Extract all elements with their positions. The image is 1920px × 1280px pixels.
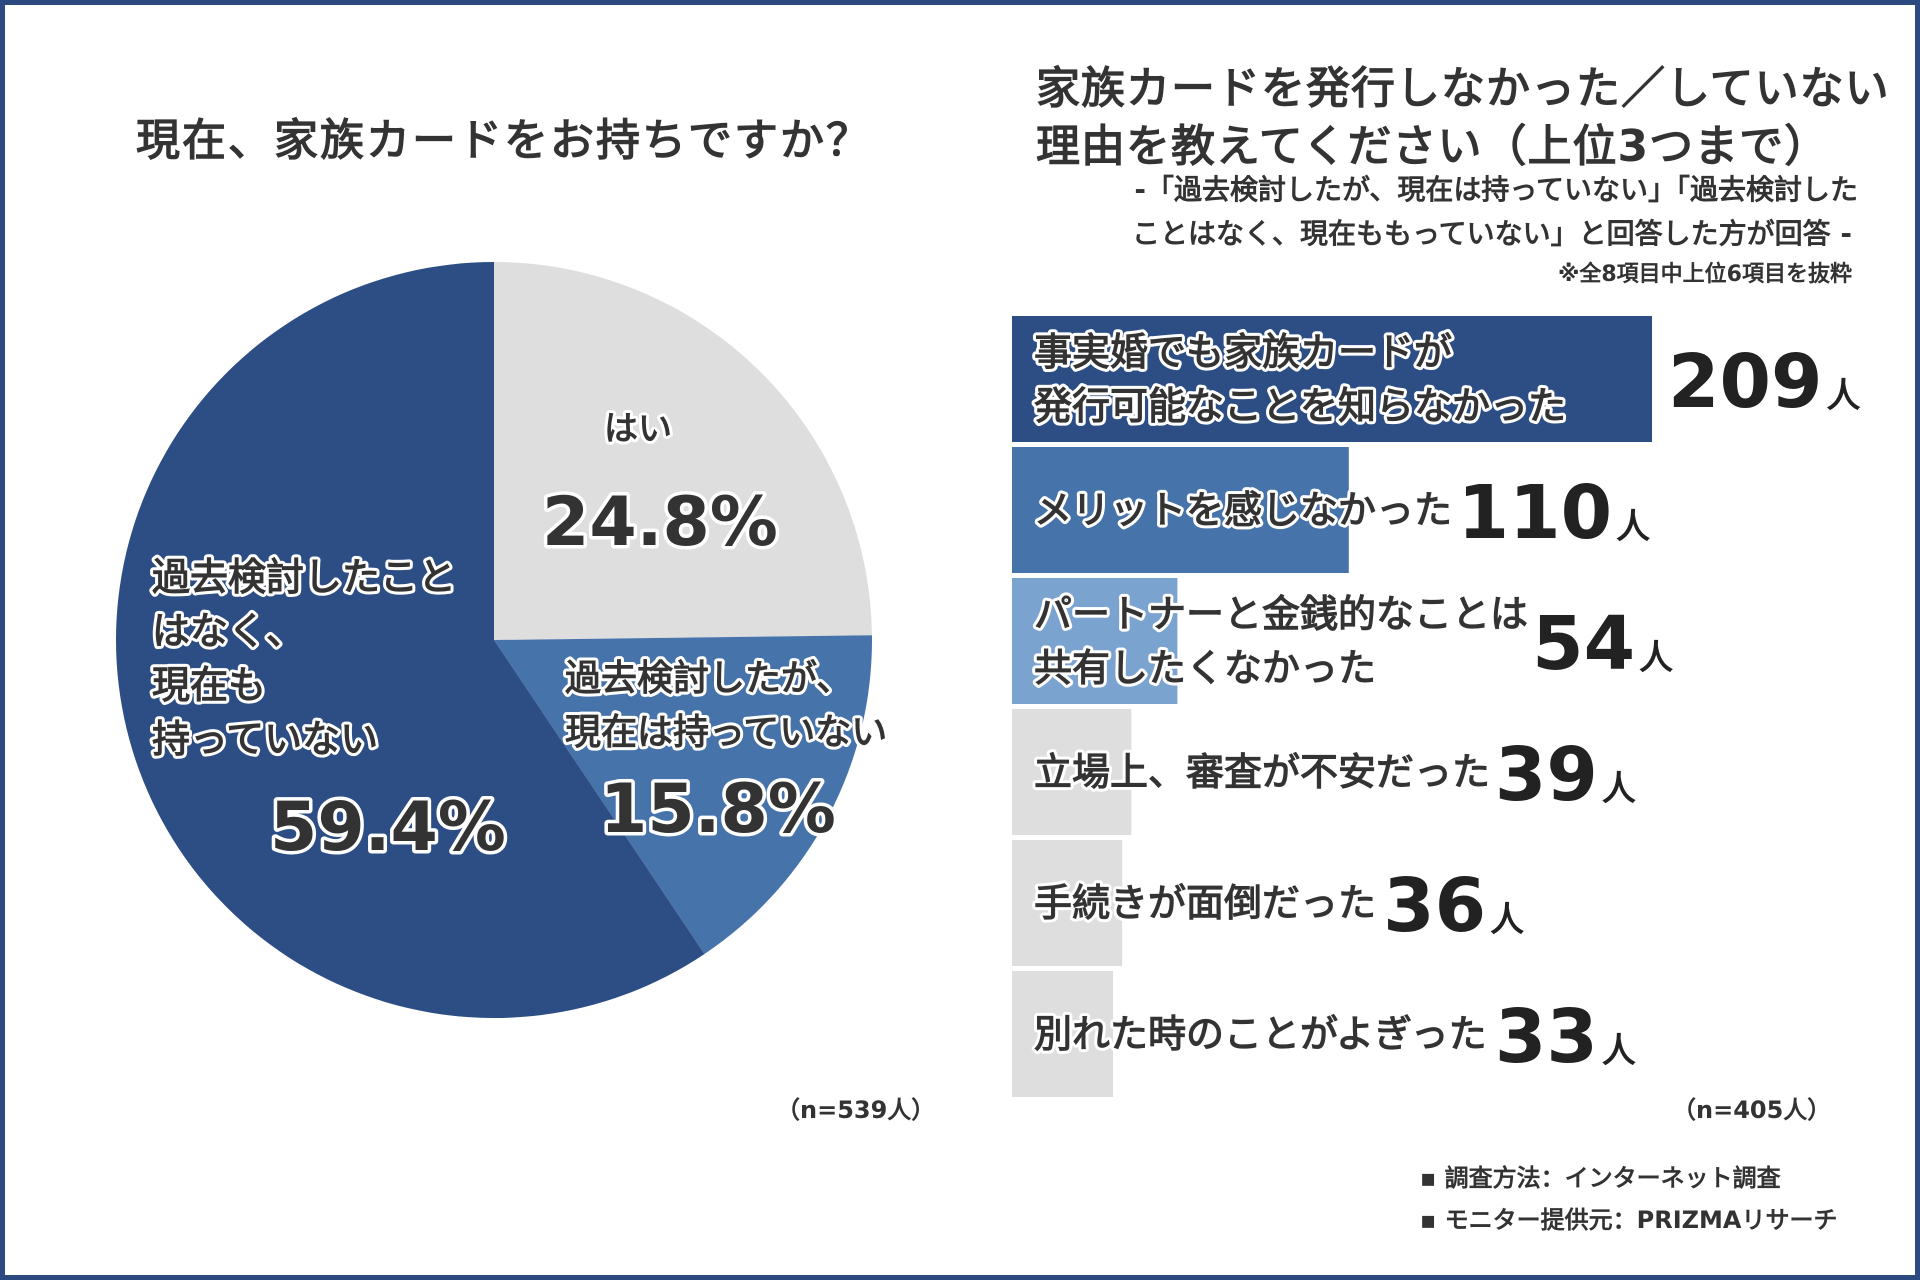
bar-value-label: 36 人 — [1383, 863, 1524, 949]
pie-sample-size: （n=539人） — [776, 1096, 936, 1124]
bar-chart-subtitle-line2: ことはなく、現在ももっていない」と回答した方が回答 - — [1132, 217, 1852, 250]
bar-value-label: 110 人 — [1458, 470, 1650, 556]
bar-category-label: 別れた時のことがよぎった — [1034, 1012, 1487, 1056]
bar-category-label: 立場上、審査が不安だった — [1034, 750, 1490, 794]
pie-slice — [494, 635, 872, 954]
bar — [1012, 840, 1123, 966]
pie-slice-label: 現在も — [152, 663, 266, 707]
pie-value-label: 15.8% — [600, 770, 836, 849]
bar-category-label: パートナーと金銭的なことは — [1034, 592, 1528, 636]
pie-slice-label: 持っていない — [152, 717, 378, 761]
pie-value-label: 59.4% — [270, 788, 506, 867]
pie-slice-label: 現在は持っていない — [565, 712, 887, 753]
bar — [1012, 971, 1114, 1097]
pie-chart-title: 現在、家族カードをお持ちですか？ — [136, 115, 872, 166]
pie-slice — [116, 262, 705, 1018]
bar-category-label: 事実婚でも家族カードが — [1034, 330, 1452, 374]
bar-category-label: 発行可能なことを知らなかった — [1034, 384, 1566, 428]
pie-chart: はい 24.8% 過去検討したが、現在は持っていない 15.8% 過去検討したことはなく… — [116, 262, 890, 1018]
bar — [1012, 578, 1178, 704]
bar-chart-title-line2: 理由を教えてください（上位3つまで） — [1036, 121, 1830, 172]
bar — [1012, 709, 1132, 835]
pie-slice-label: 過去検討したこと — [152, 555, 456, 599]
bar — [1012, 316, 1652, 442]
bar-category-label: メリットを感じなかった — [1034, 488, 1452, 532]
bar-category-label: 手続きが面倒だった — [1034, 881, 1376, 925]
bar-value-label: 209 人 — [1668, 339, 1860, 425]
bar-value-label: 54 人 — [1532, 601, 1673, 687]
bar-sample-size: （n=405人） — [1672, 1096, 1832, 1124]
monitor-source-note: ▪ モニター提供元：PRIZMAリサーチ — [1420, 1206, 1838, 1234]
bar-chart-note: ※全8項目中上位6項目を抜粋 — [1557, 262, 1852, 287]
bar-value-label: 33 人 — [1495, 994, 1636, 1080]
pie-slice-label: はい — [604, 409, 672, 449]
bar-category-label: 共有したくなかった — [1034, 646, 1376, 690]
bar — [1012, 447, 1349, 573]
pie-slice — [494, 262, 872, 640]
bar-value-label: 39 人 — [1495, 732, 1636, 818]
bar-chart-subtitle-line1: -「過去検討したが、現在は持っていない」「過去検討した — [1134, 173, 1858, 206]
pie-slice-label: 過去検討したが、 — [565, 658, 852, 699]
bar-chart-title-line1: 家族カードを発行しなかった／していない — [1036, 63, 1890, 114]
survey-method-note: ▪ 調査方法：インターネット調査 — [1420, 1164, 1781, 1192]
pie-value-label: 24.8% — [542, 483, 778, 562]
pie-slice-label: はなく、 — [152, 609, 304, 653]
